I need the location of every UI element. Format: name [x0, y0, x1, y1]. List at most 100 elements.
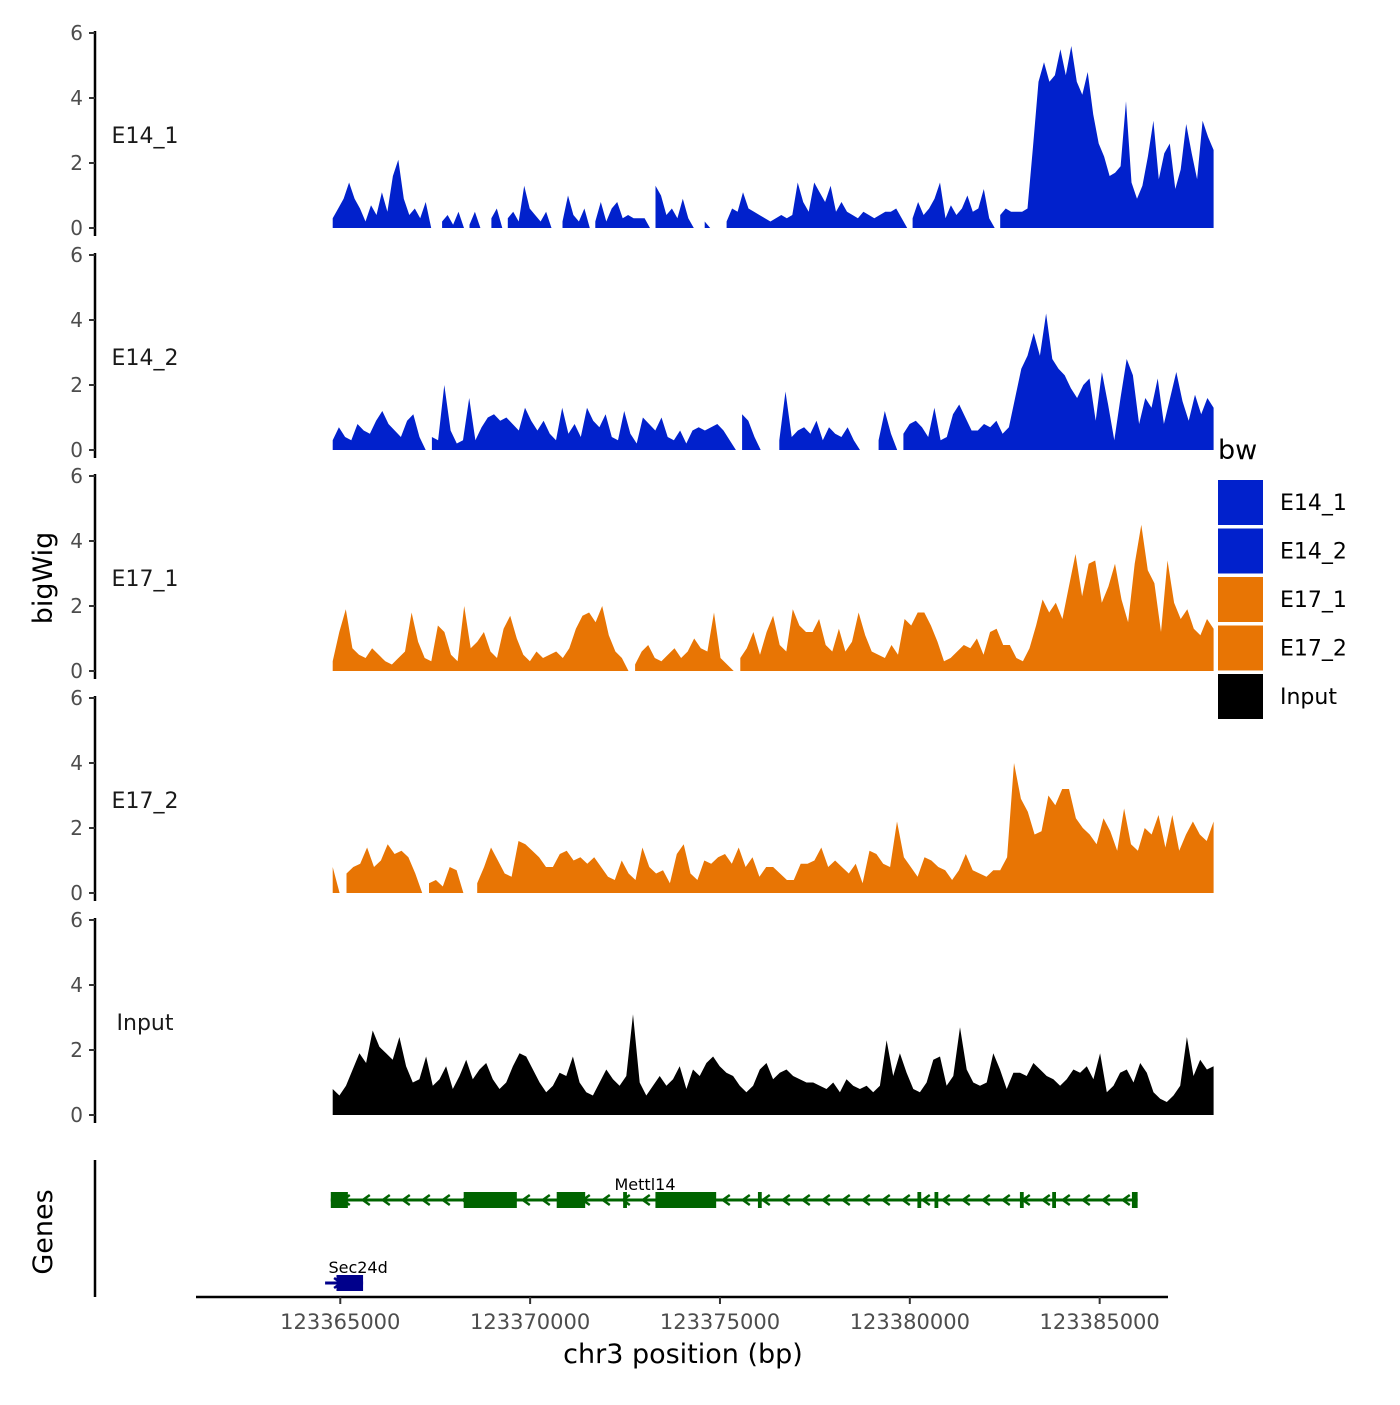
y-axis-title: bigWig	[28, 532, 59, 625]
strand-arrow-Mettl14	[860, 1193, 871, 1207]
y-tick-label-Input-6: 6	[70, 908, 83, 932]
gene-label-Mettl14: Mettl14	[615, 1175, 676, 1194]
strand-arrow-Mettl14	[440, 1193, 451, 1207]
legend-label-E14_1: E14_1	[1280, 491, 1347, 516]
exon-Mettl14-4	[655, 1192, 717, 1208]
strand-arrow-Mettl14	[1060, 1193, 1071, 1207]
strand-arrow-Mettl14	[780, 1193, 791, 1207]
legend-key-E17_1	[1218, 577, 1263, 622]
x-tick-label-123370000: 123370000	[470, 1310, 590, 1334]
exon-Sec24d-0	[336, 1275, 364, 1291]
y-tick-label-E14_2-4: 4	[70, 308, 83, 332]
strand-arrow-Mettl14	[520, 1193, 531, 1207]
gene-Mettl14: Mettl14	[330, 1175, 1138, 1208]
strand-arrow-Mettl14	[640, 1193, 651, 1207]
exon-Mettl14-10	[1131, 1192, 1138, 1208]
signal-area-Input	[332, 1014, 1214, 1115]
panel-E17_1: 0 2 4 6 E17_1	[70, 464, 1214, 683]
strand-arrow-Mettl14	[1000, 1193, 1011, 1207]
y-tick-label-E17_1-6: 6	[70, 464, 83, 488]
strand-arrow-Mettl14	[360, 1193, 371, 1207]
gene-Sec24d: Sec24d	[325, 1258, 388, 1291]
strand-arrow-Mettl14	[760, 1193, 771, 1207]
panel-E14_2: 0 2 4 6 E14_2	[70, 243, 1214, 462]
exon-Mettl14-0	[330, 1192, 348, 1208]
strand-arrow-Mettl14	[400, 1193, 411, 1207]
exon-Mettl14-1	[463, 1192, 517, 1208]
x-axis-title: chr3 position (bp)	[563, 1339, 803, 1370]
y-tick-label-Input-2: 2	[70, 1038, 83, 1062]
strand-arrow-Mettl14	[1120, 1193, 1131, 1207]
y-tick-label-E14_2-2: 2	[70, 373, 83, 397]
strand-arrow-Mettl14	[920, 1193, 931, 1207]
strand-arrow-Mettl14	[880, 1193, 891, 1207]
strand-arrow-Mettl14	[820, 1193, 831, 1207]
track-label-E14_1: E14_1	[112, 124, 179, 149]
strand-arrow-Mettl14	[800, 1193, 811, 1207]
legend-label-E14_2: E14_2	[1280, 540, 1347, 565]
exon-Mettl14-3	[623, 1192, 627, 1208]
legend-key-E14_2	[1218, 528, 1263, 574]
x-tick-label-123375000: 123375000	[660, 1310, 780, 1334]
strand-arrow-Mettl14	[740, 1193, 751, 1207]
x-tick-label-123365000: 123365000	[280, 1310, 400, 1334]
exon-Mettl14-8	[1019, 1192, 1024, 1208]
exon-Mettl14-2	[556, 1192, 586, 1208]
x-tick-label-123385000: 123385000	[1040, 1310, 1160, 1334]
gene-label-Sec24d: Sec24d	[328, 1258, 387, 1277]
y-tick-label-E14_1-0: 0	[70, 216, 83, 240]
legend-key-Input	[1218, 674, 1263, 719]
strand-arrow-Mettl14	[720, 1193, 731, 1207]
strand-arrow-Mettl14	[540, 1193, 551, 1207]
y-tick-label-E14_1-6: 6	[70, 21, 83, 45]
y-tick-label-E17_1-0: 0	[70, 659, 83, 683]
y-tick-label-E17_2-2: 2	[70, 816, 83, 840]
strand-arrow-Mettl14	[1040, 1193, 1051, 1207]
y-tick-label-E17_2-0: 0	[70, 881, 83, 905]
signal-area-E14_1	[332, 46, 1214, 228]
track-label-E14_2: E14_2	[112, 346, 179, 371]
track-label-Input: Input	[117, 1011, 174, 1036]
panel-E14_1: 0 2 4 6 E14_1	[70, 21, 1214, 240]
y-tick-label-E17_2-6: 6	[70, 686, 83, 710]
legend-label-E17_1: E17_1	[1280, 588, 1347, 613]
exon-Mettl14-6	[917, 1192, 922, 1208]
strand-arrow-Mettl14	[620, 1193, 631, 1207]
signal-area-E14_2	[332, 313, 1214, 450]
y-tick-label-E17_1-4: 4	[70, 529, 83, 553]
y-tick-label-E14_2-0: 0	[70, 438, 83, 462]
strand-arrow-Mettl14	[1080, 1193, 1091, 1207]
y-tick-label-Input-4: 4	[70, 973, 83, 997]
exon-Mettl14-7	[934, 1192, 939, 1208]
panel-Input: 0 2 4 6 Input	[70, 908, 1214, 1127]
genes-track-title: Genes	[28, 1189, 59, 1274]
legend-label-Input: Input	[1280, 685, 1337, 710]
track-label-E17_2: E17_2	[112, 789, 179, 814]
y-tick-label-E14_1-4: 4	[70, 86, 83, 110]
y-tick-label-Input-0: 0	[70, 1103, 83, 1127]
strand-arrow-Mettl14	[980, 1193, 991, 1207]
y-tick-label-E14_1-2: 2	[70, 151, 83, 175]
legend-key-E14_1	[1218, 480, 1263, 525]
strand-arrow-Mettl14	[600, 1193, 611, 1207]
strand-arrow-Mettl14	[940, 1193, 951, 1207]
track-label-E17_1: E17_1	[112, 567, 179, 592]
legend-label-E17_2: E17_2	[1280, 637, 1347, 662]
strand-arrow-Mettl14	[1100, 1193, 1111, 1207]
legend-title: bw	[1218, 435, 1257, 466]
legend: bw E14_1 E14_2 E17_1 E17_2 Input	[1218, 435, 1347, 719]
x-tick-label-123380000: 123380000	[850, 1310, 970, 1334]
legend-key-E17_2	[1218, 625, 1263, 671]
signal-area-E17_2	[332, 763, 1214, 893]
signal-area-E17_1	[332, 524, 1214, 671]
strand-arrow-Mettl14	[840, 1193, 851, 1207]
strand-arrow-Mettl14	[960, 1193, 971, 1207]
exon-Mettl14-5	[757, 1192, 762, 1208]
strand-arrow-Mettl14	[900, 1193, 911, 1207]
y-tick-label-E17_2-4: 4	[70, 751, 83, 775]
panel-E17_2: 0 2 4 6 E17_2	[70, 686, 1214, 905]
genes-track: Mettl14 Sec24d	[93, 1160, 1138, 1297]
